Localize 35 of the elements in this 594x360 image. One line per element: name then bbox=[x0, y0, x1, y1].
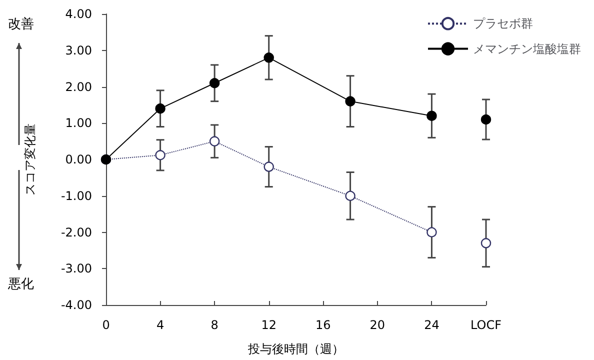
x-tick-label: 20 bbox=[370, 318, 386, 332]
text: 改善 bbox=[8, 16, 34, 32]
point bbox=[209, 136, 220, 146]
point bbox=[264, 52, 274, 63]
legend-label: メマンチン塩酸塩群 bbox=[473, 42, 581, 56]
x-tick-label: 0 bbox=[102, 318, 110, 332]
point bbox=[155, 150, 166, 160]
y-tick-label: 3.00 bbox=[65, 43, 92, 58]
point bbox=[345, 96, 356, 106]
y-tick-label: -1.00 bbox=[60, 188, 92, 203]
point bbox=[264, 162, 274, 172]
text: 悪化 bbox=[7, 277, 34, 292]
x-tick-label: LOCF bbox=[470, 318, 502, 332]
x-tick-label: 12 bbox=[261, 318, 276, 332]
x-tick-label: 4 bbox=[156, 318, 164, 332]
point bbox=[209, 78, 220, 88]
y-tick-label: 1.00 bbox=[65, 116, 92, 130]
y-tick-label: 2.00 bbox=[65, 80, 92, 94]
point bbox=[480, 238, 492, 248]
x-axis-title: 投与後時間（週） bbox=[247, 342, 344, 356]
point bbox=[426, 110, 437, 121]
y-tick-label: -2.00 bbox=[60, 225, 92, 240]
y-tick-label: 0.00 bbox=[65, 152, 92, 166]
point bbox=[345, 190, 356, 201]
y-tick-label: -3.00 bbox=[60, 262, 92, 276]
y-tick-label: -4.00 bbox=[60, 298, 92, 312]
x-tick-label: 24 bbox=[424, 318, 440, 332]
x-tick-label: 8 bbox=[210, 318, 218, 332]
point bbox=[480, 114, 492, 125]
point bbox=[426, 227, 437, 238]
y-axis-title: スコア変化量 bbox=[23, 124, 37, 196]
legend-label: プラセボ群 bbox=[473, 16, 533, 31]
y-tick-label: 4.00 bbox=[65, 7, 92, 21]
point bbox=[155, 103, 166, 114]
x-tick-label: 16 bbox=[316, 318, 331, 332]
